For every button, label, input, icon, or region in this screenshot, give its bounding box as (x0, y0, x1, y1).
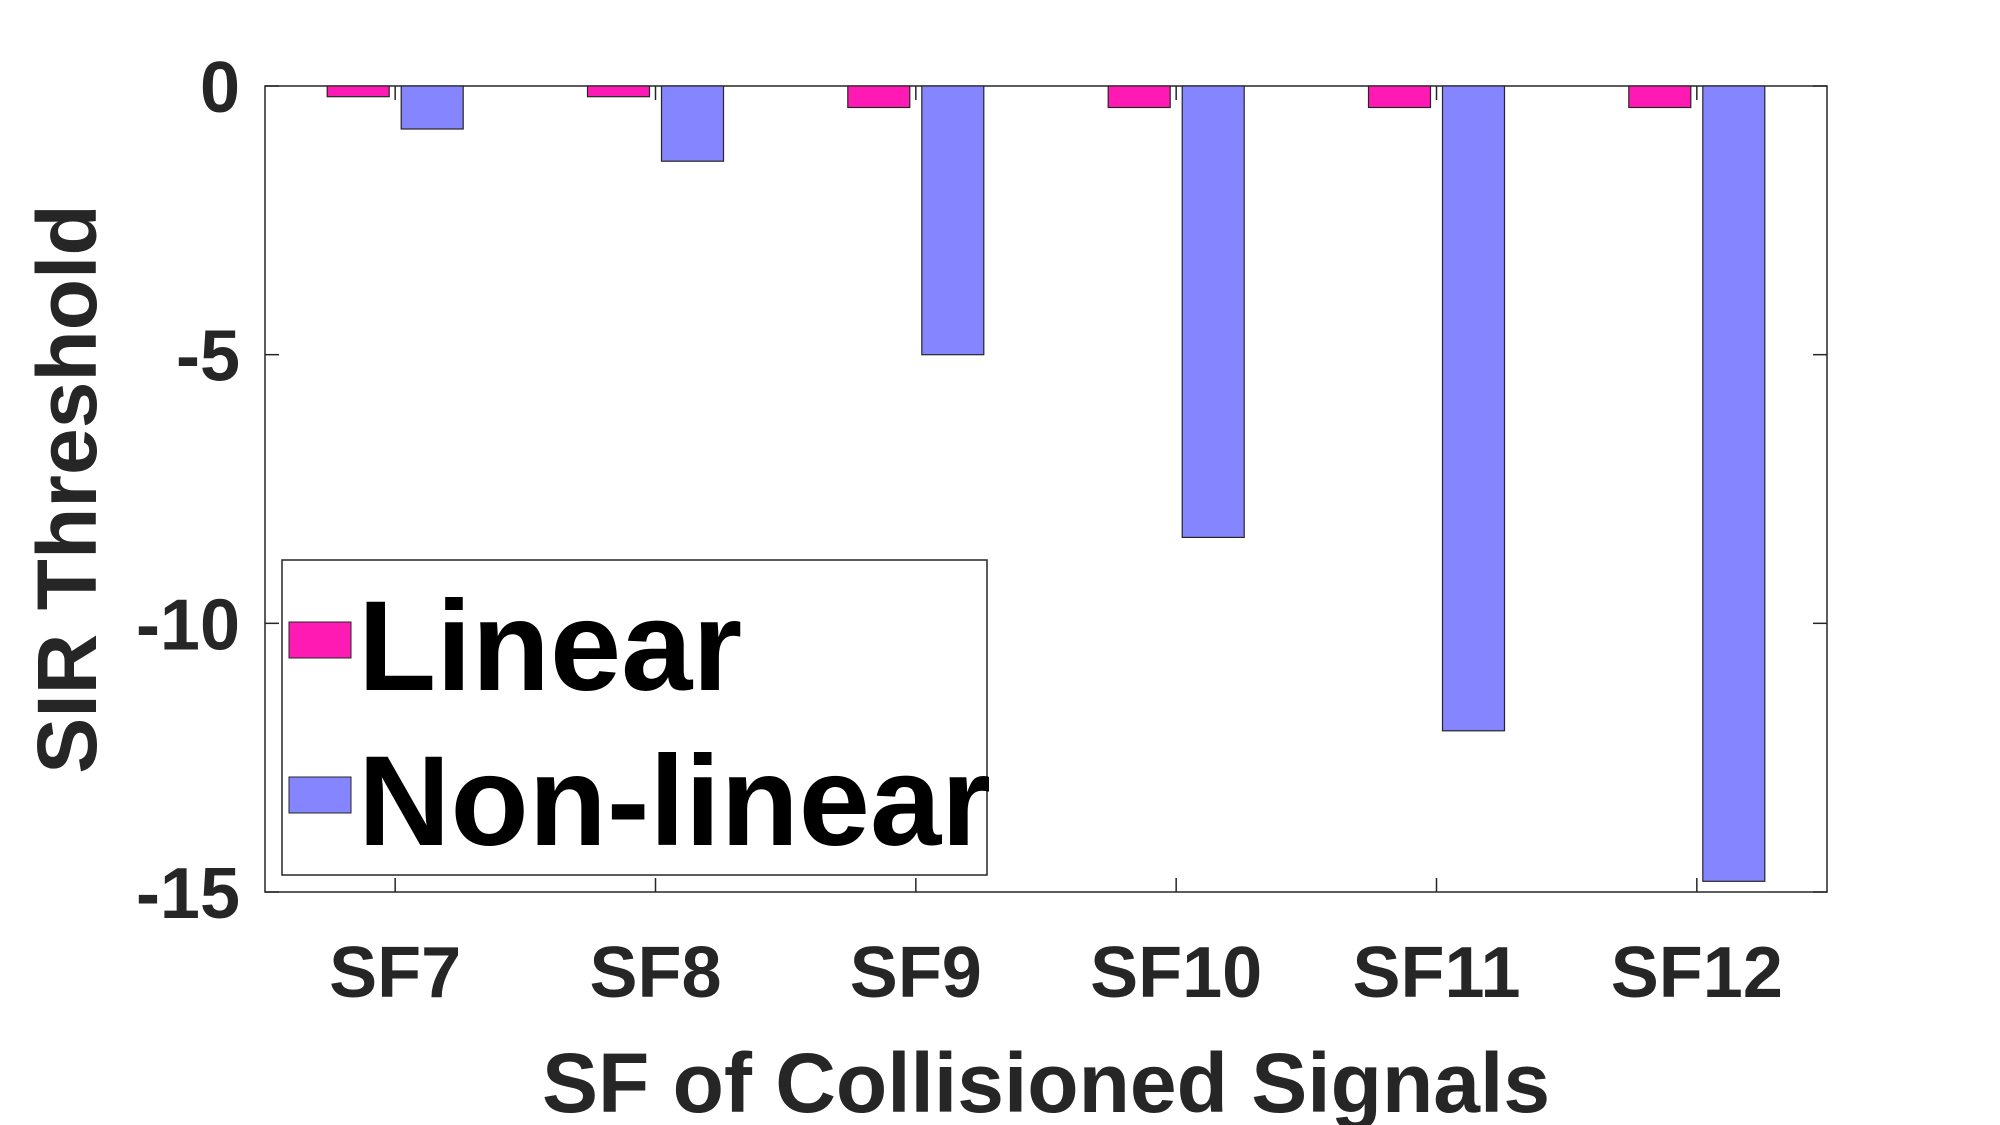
bar-non-linear-sf9 (921, 85, 985, 356)
bars-group (326, 85, 1766, 882)
x-axis-label: SF of Collisioned Signals (542, 1036, 1550, 1125)
x-tick-label: SF9 (850, 933, 982, 1013)
bar-non-linear-sf7 (400, 85, 464, 130)
x-tick-label: SF12 (1611, 933, 1783, 1013)
bar-non-linear-sf11 (1441, 85, 1506, 732)
y-axis-label: SIR Threshold (20, 204, 114, 773)
y-tick-labels: 0 -5 -10 -15 (136, 48, 240, 934)
ticks-group (265, 85, 1827, 893)
x-tick-label: SF11 (1352, 933, 1520, 1013)
legend-label-nonlinear: Non-linear (358, 730, 991, 873)
y-tick-label: -10 (136, 585, 240, 665)
legend-label-linear: Linear (358, 575, 742, 718)
bar-linear-sf11 (1367, 85, 1432, 109)
bar-linear-sf10 (1107, 85, 1171, 109)
x-tick-label: SF7 (329, 933, 461, 1013)
y-tick-label: -5 (176, 317, 240, 397)
x-tick-label: SF8 (589, 933, 721, 1013)
bar-non-linear-sf12 (1702, 85, 1766, 882)
legend-box (281, 559, 988, 876)
bar-non-linear-sf10 (1181, 85, 1245, 538)
legend: Linear Non-linear (281, 559, 991, 876)
bar-non-linear-sf8 (660, 85, 725, 162)
y-tick-label: 0 (200, 48, 240, 128)
bar-linear-sf8 (586, 85, 651, 98)
legend-swatch-nonlinear (288, 776, 352, 814)
bar-linear-sf9 (847, 85, 911, 109)
x-tick-label: SF10 (1090, 933, 1262, 1013)
bar-linear-sf7 (326, 85, 390, 98)
y-tick-label: -15 (136, 854, 240, 934)
legend-swatch-linear (288, 621, 352, 659)
bar-linear-sf12 (1628, 85, 1692, 109)
x-tick-labels: SF7 SF8 SF9 SF10 SF11 SF12 (329, 933, 1783, 1013)
